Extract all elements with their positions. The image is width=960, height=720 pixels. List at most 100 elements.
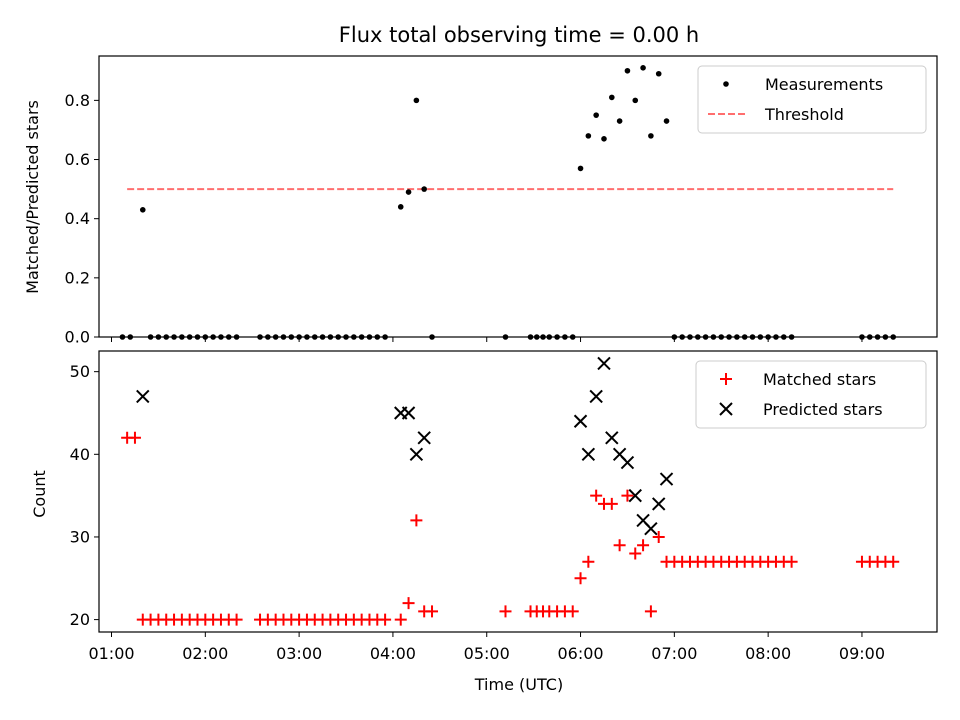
predicted-point xyxy=(597,356,611,371)
measurement-point xyxy=(671,334,678,340)
matched-point xyxy=(652,530,665,543)
measurement-point xyxy=(163,334,170,340)
top-legend-box xyxy=(697,65,927,134)
x-tick-label: 06:00 xyxy=(557,644,603,663)
matched-point xyxy=(394,613,407,626)
measurement-point xyxy=(890,334,897,340)
matched-point xyxy=(582,555,595,568)
matched-point xyxy=(887,555,900,568)
predicted-point xyxy=(401,406,416,420)
bottom-x-axis-label: Time (UTC) xyxy=(474,675,563,694)
measurement-point xyxy=(562,334,568,340)
measurement-point xyxy=(202,334,209,340)
matched-point xyxy=(613,539,626,552)
matched-point xyxy=(426,605,439,618)
predicted-point xyxy=(605,431,619,445)
top-y-axis-label: Matched/Predicted stars xyxy=(23,100,42,294)
predicted-point xyxy=(417,431,431,445)
bottom-legend-box xyxy=(695,360,927,429)
measurement-point xyxy=(257,334,263,340)
bottom-legend: Matched stars Predicted stars xyxy=(695,360,927,429)
x-tick-label: 09:00 xyxy=(839,644,885,663)
legend-measurements-marker xyxy=(723,81,729,87)
top-series-layer xyxy=(119,65,897,340)
legend-predicted-marker xyxy=(719,402,733,416)
measurement-point xyxy=(648,133,654,139)
measurement-point xyxy=(171,334,177,340)
measurement-point xyxy=(624,67,631,74)
x-tick-label: 02:00 xyxy=(182,644,228,663)
measurement-point xyxy=(726,334,732,340)
predicted-point xyxy=(573,414,588,428)
measurement-point xyxy=(421,186,427,192)
matched-point xyxy=(621,489,634,502)
bottom-x-ticks: 01:00 02:00 03:00 04:00 05:00 06:00 07:00 08:00… xyxy=(88,632,885,663)
bottom-y-ticks: 20 30 40 50 xyxy=(70,362,99,629)
measurement-point xyxy=(718,334,725,340)
x-tick-label: 01:00 xyxy=(88,644,134,663)
measurement-point xyxy=(585,133,592,139)
matched-point xyxy=(629,547,642,560)
measurement-point xyxy=(601,136,607,142)
measurement-point xyxy=(186,334,193,340)
measurement-point xyxy=(687,334,693,340)
x-tick-label: 07:00 xyxy=(651,644,697,663)
measurement-point xyxy=(632,97,639,104)
legend-measurements-label: Measurements xyxy=(765,75,883,94)
measurement-point xyxy=(127,334,134,340)
measurement-point xyxy=(527,334,534,340)
predicted-point xyxy=(409,447,424,462)
measurement-point xyxy=(874,334,881,340)
measurement-point xyxy=(155,334,162,340)
bottom-y-axis-label: Count xyxy=(30,470,49,518)
measurement-point xyxy=(749,334,756,340)
measurement-point xyxy=(788,334,795,340)
matched-point xyxy=(410,514,423,527)
measurement-point xyxy=(533,334,540,340)
measurement-point xyxy=(382,334,388,340)
measurement-point xyxy=(179,334,185,340)
legend-matched-marker xyxy=(720,373,732,385)
top-y-ticks: 0.0 0.2 0.4 0.6 0.8 xyxy=(65,91,99,347)
measurement-point xyxy=(147,334,154,340)
y-tick-label: 0.6 xyxy=(65,150,90,169)
y-tick-label: 0.2 xyxy=(65,268,90,287)
matched-point xyxy=(605,497,618,510)
y-tick-label: 30 xyxy=(70,527,90,546)
matched-point xyxy=(590,489,603,502)
y-tick-label: 20 xyxy=(70,610,90,629)
measurement-point xyxy=(225,334,232,340)
predicted-point xyxy=(628,488,642,503)
measurement-point xyxy=(343,334,349,340)
measurement-point xyxy=(569,334,576,340)
measurement-point xyxy=(280,334,287,340)
measurement-point xyxy=(265,334,271,340)
matched-point xyxy=(379,613,392,626)
predicted-point xyxy=(652,497,666,511)
measurement-point xyxy=(327,334,334,340)
chart-title: Flux total observing time = 0.00 h xyxy=(339,23,699,47)
measurement-point xyxy=(502,334,509,340)
matched-point xyxy=(566,605,579,618)
matched-point xyxy=(637,539,650,552)
measurement-point xyxy=(210,334,216,340)
bottom-series-layer xyxy=(121,356,900,626)
measurement-point xyxy=(694,334,701,340)
y-tick-label: 0.4 xyxy=(65,209,90,228)
matched-point xyxy=(644,605,657,618)
predicted-point xyxy=(659,472,674,486)
x-tick-label: 08:00 xyxy=(745,644,791,663)
measurement-point xyxy=(413,97,420,104)
measurement-point xyxy=(218,334,224,340)
measurement-point xyxy=(296,334,302,340)
measurement-point xyxy=(304,334,310,340)
legend-predicted-label: Predicted stars xyxy=(763,400,883,419)
matched-point xyxy=(128,431,141,444)
measurement-point xyxy=(679,334,685,340)
y-tick-label: 0.0 xyxy=(65,328,90,347)
measurement-point xyxy=(405,189,412,195)
measurement-point xyxy=(374,334,381,340)
measurement-point xyxy=(859,334,865,340)
measurement-point xyxy=(757,334,764,340)
measurement-point xyxy=(351,334,357,340)
